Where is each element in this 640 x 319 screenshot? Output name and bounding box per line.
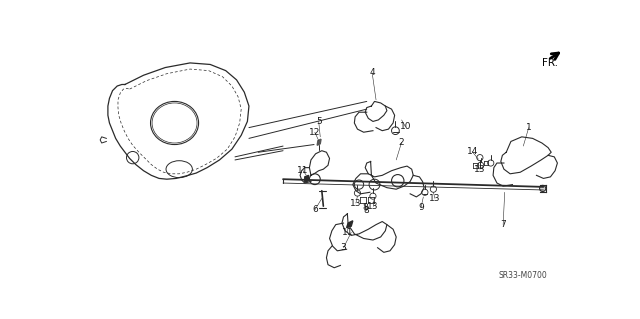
- Text: 5: 5: [316, 117, 321, 126]
- Text: 8: 8: [362, 203, 368, 212]
- Text: 6: 6: [312, 205, 317, 214]
- Text: 2: 2: [399, 138, 404, 147]
- Text: 7: 7: [500, 220, 506, 229]
- Text: 4: 4: [369, 69, 375, 78]
- Circle shape: [540, 185, 546, 191]
- Text: 12: 12: [309, 128, 321, 137]
- Text: 8: 8: [364, 206, 370, 215]
- Text: 3: 3: [340, 243, 346, 252]
- Text: FR.: FR.: [542, 58, 558, 68]
- Text: 14: 14: [467, 147, 478, 156]
- Text: 11: 11: [298, 166, 309, 175]
- Polygon shape: [347, 221, 353, 228]
- Text: 10: 10: [400, 122, 412, 131]
- Text: 1: 1: [526, 123, 532, 132]
- Text: 13: 13: [429, 194, 441, 203]
- Text: 11: 11: [342, 228, 353, 237]
- Text: SR33-M0700: SR33-M0700: [498, 271, 547, 280]
- Text: 9: 9: [418, 203, 424, 212]
- Polygon shape: [305, 175, 308, 182]
- Polygon shape: [317, 139, 321, 145]
- Text: 13: 13: [350, 198, 362, 208]
- Text: 13: 13: [367, 202, 379, 211]
- Text: 13: 13: [474, 165, 486, 174]
